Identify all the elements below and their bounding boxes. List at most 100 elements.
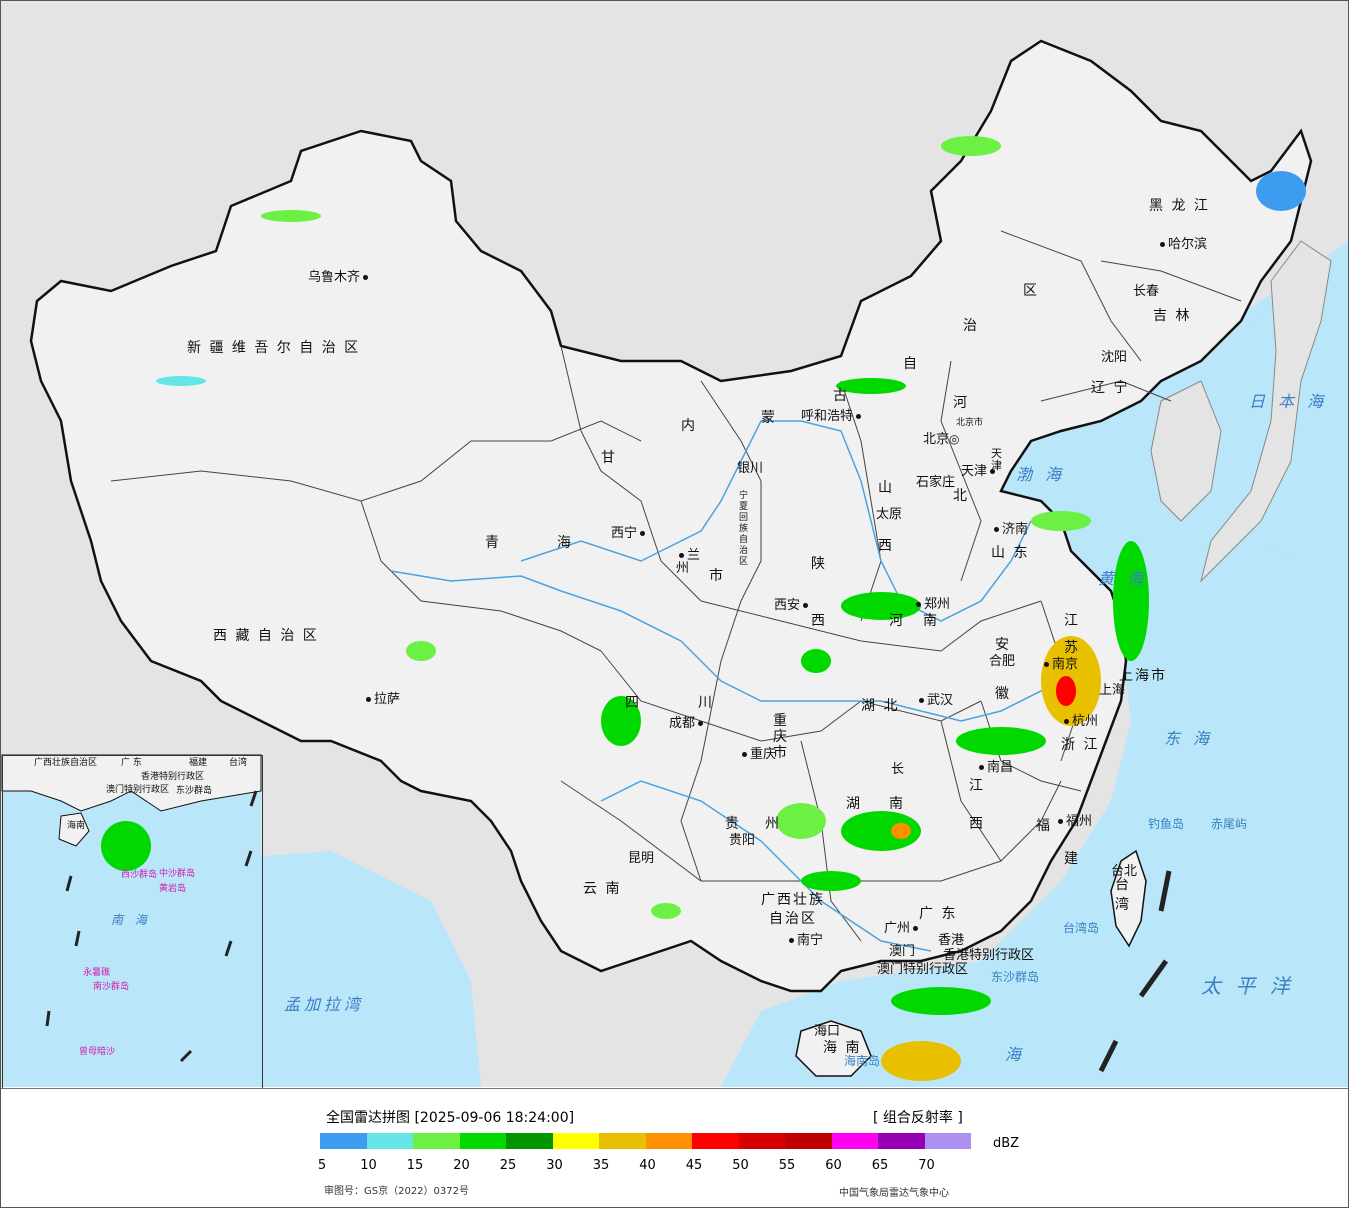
- city-shanghai: 上海: [1099, 683, 1126, 698]
- echo-south-sea: [891, 987, 991, 1015]
- scale-tick-label: 55: [778, 1158, 796, 1173]
- province-neimenggu-2: 蒙: [761, 410, 777, 426]
- sea-south: 海: [1005, 1045, 1026, 1064]
- city-lhasa: 拉萨: [363, 693, 400, 706]
- city-macau: 澳门: [889, 944, 916, 959]
- inset-nine-dash-line: [45, 790, 258, 1063]
- inset-land: [1, 754, 262, 812]
- bay-of-bengal-area: [201, 851, 481, 1087]
- city-haikou: 海口: [814, 1024, 841, 1039]
- echo-zhejiang: [956, 727, 1046, 755]
- echo-yellow-sea: [1113, 541, 1149, 661]
- color-swatch: [599, 1133, 646, 1149]
- city-kunming: 昆明: [628, 851, 655, 866]
- label-macau-sar: 澳门特别行政区: [877, 962, 969, 977]
- sea-pacific: 太 平 洋: [1201, 974, 1294, 998]
- province-shanxi-2: 西: [878, 538, 894, 554]
- city-hefei: 合肥: [989, 654, 1016, 669]
- province-zhejiang: 浙 江: [1061, 737, 1100, 753]
- province-henan-1: 河: [889, 613, 905, 629]
- province-qinghai-2: 海: [557, 535, 573, 551]
- legend-title: 全国雷达拼图 [2025-09-06 18:24:00]: [326, 1110, 575, 1126]
- echo-shandong: [1031, 511, 1091, 531]
- province-guangxi-2: 自治区: [769, 911, 817, 927]
- city-nanjing: 南京: [1041, 658, 1078, 671]
- echo-chongqing: [801, 649, 831, 673]
- province-fujian-1: 福: [1036, 818, 1052, 834]
- color-swatch: [831, 1133, 878, 1149]
- city-changsha: 长: [891, 762, 905, 777]
- city-hohhot: 呼和浩特: [801, 410, 864, 423]
- province-gansu-city: 市: [709, 568, 725, 584]
- echo-henan: [841, 592, 921, 620]
- inset-label-nansha: 南沙群岛: [93, 982, 130, 992]
- province-shaanxi-1: 陕: [811, 556, 827, 572]
- color-swatch: [552, 1133, 599, 1149]
- label-hk-sar: 香港特别行政区: [943, 948, 1035, 963]
- color-swatch: [692, 1133, 739, 1149]
- hainan-island: [795, 1020, 872, 1077]
- city-urumqi: 乌鲁木齐: [308, 271, 371, 284]
- province-hunan-1: 湖: [846, 796, 862, 812]
- color-swatch: [785, 1133, 832, 1149]
- inset-sea: [2, 755, 261, 1087]
- inset-label-fujian: 福建: [189, 758, 208, 768]
- province-anhui-1: 安: [995, 637, 1011, 653]
- echo-jiangsu-red: [1056, 676, 1076, 706]
- legend-product: [ 组合反射率 ]: [873, 1110, 963, 1126]
- province-neimenggu-5: 治: [963, 318, 979, 334]
- color-swatch: [506, 1133, 553, 1149]
- province-tianjin: 天津: [991, 447, 1002, 472]
- province-hunan-2: 南: [889, 796, 905, 812]
- echo-northeast: [941, 136, 1001, 156]
- scale-tick-label: 20: [453, 1158, 470, 1173]
- inset-label-hk: 香港特别行政区: [141, 772, 205, 782]
- inset-label-zhongsha: 中沙群岛: [159, 869, 196, 879]
- legend-unit: dBZ: [993, 1136, 1020, 1151]
- city-tianjin: 天津: [961, 465, 998, 478]
- sea-yellow: 黄 海: [1098, 569, 1148, 588]
- radar-echoes: [156, 136, 1306, 1081]
- province-jilin: 吉 林: [1153, 308, 1192, 324]
- color-scale: [320, 1133, 971, 1149]
- inset-label-yongshu: 永暑礁: [83, 968, 111, 978]
- inset-label-huangyan: 黄岩岛: [159, 884, 187, 894]
- province-neimenggu-4: 自: [903, 356, 919, 372]
- province-hebei-1: 河: [953, 395, 969, 411]
- echo-hunan: [841, 811, 921, 851]
- korea-land: [1150, 380, 1222, 522]
- province-guizhou-2: 州: [765, 816, 781, 832]
- color-swatch: [413, 1133, 460, 1149]
- inset-label-taiwan: 台湾: [229, 758, 248, 768]
- echo-neimenggu: [836, 378, 906, 394]
- city-wuhan: 武汉: [916, 694, 953, 707]
- city-guangzhou: 广州: [884, 922, 921, 935]
- city-lanzhou: 兰州: [676, 548, 701, 576]
- echo-guizhou: [776, 803, 826, 839]
- color-swatch: [459, 1133, 506, 1149]
- province-sichuan-2: 川: [698, 695, 714, 711]
- province-xinjiang: 新 疆 维 吾 尔 自 治 区: [187, 340, 361, 356]
- city-taipei: 台北: [1111, 864, 1138, 879]
- maritime-boundary-marks: [1098, 870, 1172, 1073]
- rivers: [390, 420, 1082, 952]
- sea-japan: 日 本 海: [1249, 392, 1328, 411]
- scale-tick-label: 65: [871, 1158, 889, 1173]
- city-shijiazhuang: 石家庄: [916, 475, 956, 490]
- province-anhui-2: 徽: [995, 686, 1011, 702]
- province-fujian-2: 建: [1064, 851, 1080, 867]
- echo-hunan-core: [891, 823, 911, 839]
- island-chiwei: 赤尾屿: [1211, 817, 1248, 831]
- scale-tick-label: 30: [546, 1158, 563, 1173]
- province-hubei: 湖 北: [861, 698, 900, 714]
- scale-tick-label: 10: [360, 1158, 377, 1173]
- province-hainan: 海 南: [823, 1040, 862, 1056]
- province-yunnan: 云 南: [583, 881, 622, 897]
- scale-tick-label: 5: [317, 1158, 327, 1173]
- inset-label-guangdong: 广 东: [121, 758, 142, 768]
- city-hongkong: 香港: [938, 933, 965, 948]
- city-taiyuan: 太原: [876, 507, 903, 522]
- province-shandong: 山 东: [991, 545, 1030, 561]
- sea-east: 东 海: [1164, 729, 1214, 748]
